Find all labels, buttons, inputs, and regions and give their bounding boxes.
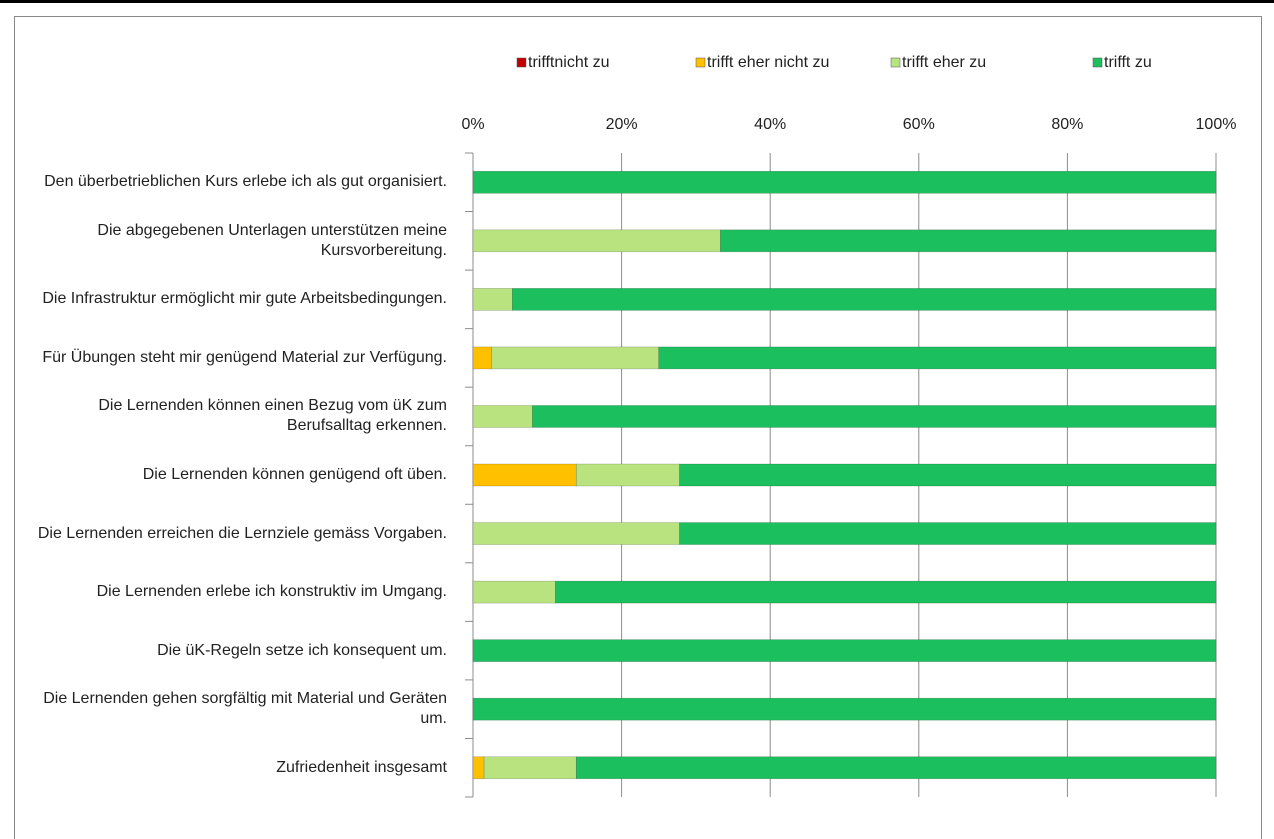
y-tick-label: Die Lernenden erreichen die Lernziele ge… xyxy=(37,524,447,542)
legend-swatch xyxy=(890,57,901,68)
bar-segment xyxy=(483,756,577,780)
bar-segment xyxy=(472,170,1217,194)
legend-label: trifftnicht zu xyxy=(528,54,610,71)
chart-frame xyxy=(14,16,1262,839)
bar-segment xyxy=(555,580,1217,604)
y-tick-label: Für Übungen steht mir genügend Material … xyxy=(42,348,447,366)
legend-swatch xyxy=(1092,57,1103,68)
x-tick-label: 60% xyxy=(903,116,935,133)
bar-segment xyxy=(658,346,1217,370)
y-tick-label: Die abgegebenen Unterlagen unterstützen … xyxy=(97,221,447,259)
y-tick-label: Die Infrastruktur ermöglicht mir gute Ar… xyxy=(42,290,447,308)
bar-segment xyxy=(472,697,1217,721)
legend-label: trifft eher zu xyxy=(902,54,986,71)
y-tick-label: Zufriedenheit insgesamt xyxy=(276,758,447,776)
y-tick-label: Die üK-Regeln setze ich konsequent um. xyxy=(157,641,447,659)
bar-segment xyxy=(472,288,513,311)
bar-segment xyxy=(472,346,492,370)
bar-segment xyxy=(491,346,660,370)
bar-segment xyxy=(720,229,1217,253)
y-tick-label: Die Lernenden können genügend oft üben. xyxy=(142,466,447,483)
bar-segment xyxy=(472,229,721,253)
x-tick-label: 20% xyxy=(606,116,638,133)
bar-segment xyxy=(472,580,556,604)
legend-label: trifft eher nicht zu xyxy=(707,54,829,71)
bar-segment xyxy=(472,405,533,428)
legend-label: trifft zu xyxy=(1104,54,1152,71)
bar-segment xyxy=(575,463,680,487)
bar-segment xyxy=(532,405,1217,428)
x-tick-label: 100% xyxy=(1196,116,1237,133)
y-tick-label: Die Lernenden können einen Bezug vom üK … xyxy=(98,397,447,435)
x-tick-label: 80% xyxy=(1051,116,1083,133)
bar-segment xyxy=(679,522,1217,545)
bar-segment xyxy=(472,639,1217,662)
legend-swatch xyxy=(695,57,706,68)
y-tick-label: Die Lernenden erlebe ich konstruktiv im … xyxy=(96,583,447,601)
y-tick-label: Die Lernenden gehen sorgfältig mit Mater… xyxy=(43,690,447,728)
bar-segment xyxy=(575,756,1217,780)
x-tick-label: 0% xyxy=(461,116,484,133)
bar-segment xyxy=(472,463,577,487)
top-rule xyxy=(0,0,1274,3)
x-tick-label: 40% xyxy=(754,116,786,133)
bar-segment xyxy=(679,463,1217,487)
bar-segment xyxy=(512,288,1217,311)
y-tick-label: Den überbetrieblichen Kurs erlebe ich al… xyxy=(44,173,447,191)
bar-segment xyxy=(472,756,485,780)
legend-swatch xyxy=(516,57,527,68)
bar-segment xyxy=(472,522,680,545)
